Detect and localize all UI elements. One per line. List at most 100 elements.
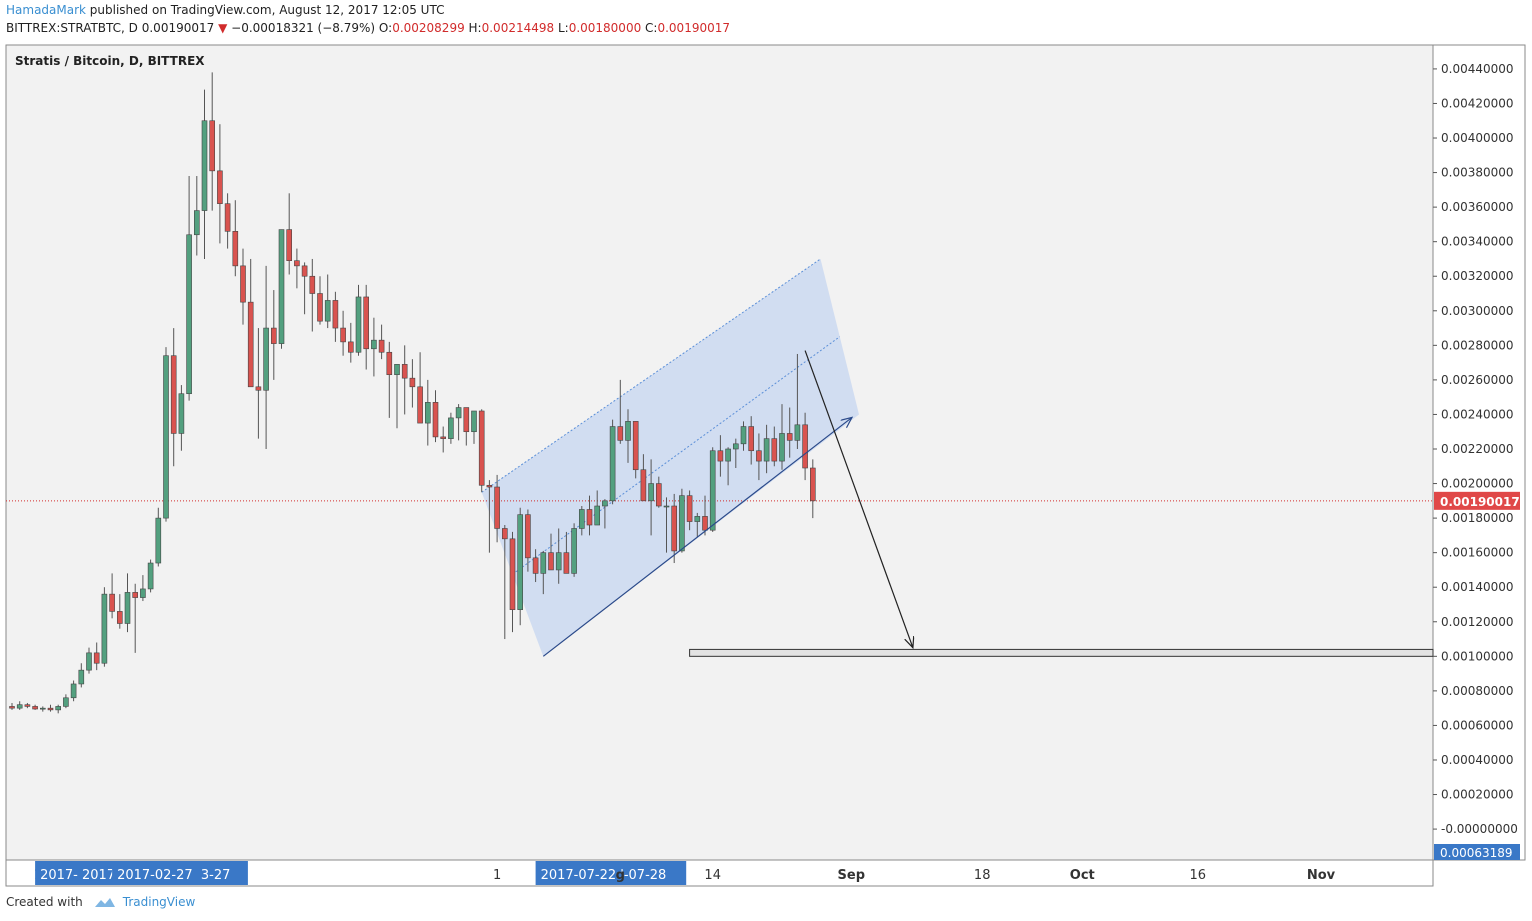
candle-body: [709, 450, 716, 531]
high-value: 0.00214498: [481, 21, 555, 35]
y-tick-label: 0.00100000: [1441, 649, 1514, 663]
footer: Created with TradingView: [6, 895, 195, 909]
candle-body: [409, 377, 416, 388]
candle-body: [786, 433, 793, 441]
candle-body: [70, 683, 77, 699]
forecast-arrow[interactable]: [804, 350, 913, 648]
y-tick-label: 0.00040000: [1441, 753, 1514, 767]
candles-group: [6, 72, 1433, 714]
price-axis-background: [1432, 44, 1526, 861]
channel-top-line[interactable]: [481, 258, 821, 493]
candle-body: [247, 301, 254, 388]
candle-body: [609, 426, 616, 502]
candle-body: [355, 296, 362, 353]
brand-text: TradingView: [122, 895, 196, 909]
candle-body: [371, 339, 377, 350]
x-tick-label: 16: [1190, 868, 1207, 883]
candle-body: [648, 483, 654, 502]
candle-body: [509, 538, 516, 610]
y-tick-label: 0.00300000: [1441, 304, 1514, 318]
candle-body: [602, 500, 608, 507]
candle-body: [332, 300, 339, 329]
candle-body: [209, 120, 215, 172]
x-tick-label: 18: [974, 868, 991, 883]
candle-body: [679, 495, 685, 552]
candle-body: [109, 593, 115, 612]
candle-body: [378, 339, 385, 353]
candle-body: [448, 417, 454, 439]
candle-body: [717, 450, 724, 462]
candle-body: [401, 364, 408, 379]
candle-body: [63, 697, 69, 707]
candle-body: [455, 407, 462, 419]
candle-body: [686, 495, 693, 522]
candle-body: [725, 448, 731, 462]
cloud-icon: [94, 898, 115, 907]
candle-body: [694, 516, 701, 522]
candle-body: [363, 296, 370, 350]
candle-body: [270, 327, 277, 344]
candle-body: [101, 593, 108, 664]
y-axis: 0.00440000 0.00420000 0.00400000 0.00380000…: [1433, 62, 1520, 860]
close-value: 0.00190017: [657, 21, 730, 35]
candle-body: [340, 327, 346, 343]
y-tick-label: 0.00200000: [1441, 477, 1514, 491]
candle-body: [324, 300, 331, 322]
candle-body: [655, 483, 662, 507]
candle-body: [794, 424, 801, 441]
y-tick-label: 0.00260000: [1441, 373, 1514, 387]
ohlc-line: BITTREX:STRATBTC, D 0.00190017 ▼ −0.0001…: [6, 21, 730, 35]
y-tick-label: 0.00280000: [1441, 338, 1514, 352]
y-tick-label: 0.00360000: [1441, 200, 1514, 214]
candle-body: [417, 386, 423, 424]
target-zone[interactable]: [689, 648, 1434, 657]
candle-body: [563, 552, 570, 574]
candle-body: [525, 514, 531, 559]
y-tick-label: 0.00120000: [1441, 615, 1514, 629]
candle-body: [186, 234, 192, 395]
x-highlight-badge: [112, 861, 248, 885]
candle-body: [386, 351, 393, 376]
last-price-label: 0.00190017: [1440, 495, 1520, 509]
y-tick-label: -0.00000000: [1441, 822, 1518, 836]
candle-body: [809, 467, 816, 502]
published-text: published on TradingView.com, August 12,…: [85, 3, 445, 17]
change-text: −0.00018321 (−8.79%): [231, 21, 376, 35]
author-link[interactable]: HamadaMark: [6, 3, 86, 17]
candle-body: [32, 706, 38, 710]
channel-bottom-trendline[interactable]: [542, 417, 852, 657]
x-highlight-label: 2017-02-27 3-27: [117, 868, 230, 883]
y-tick-label: 0.00180000: [1441, 511, 1514, 525]
y-tick-label: 0.00380000: [1441, 166, 1514, 180]
candle-body: [548, 552, 554, 571]
candle-body: [47, 707, 54, 711]
candle-body: [578, 509, 585, 529]
tradingview-logo[interactable]: TradingView: [93, 895, 196, 909]
candle-body: [16, 704, 23, 709]
candle-body: [663, 505, 670, 508]
candle-body: [155, 517, 162, 564]
candle-body: [55, 706, 62, 711]
candle-body: [317, 293, 323, 322]
created-with-text: Created with: [6, 895, 83, 909]
candle-body: [147, 562, 154, 590]
y-tick-label: 0.00060000: [1441, 718, 1514, 732]
candle-body: [632, 421, 639, 471]
y-tick-label: 0.00400000: [1441, 131, 1514, 145]
candle-body: [24, 704, 31, 707]
candle-body: [170, 355, 177, 434]
candle-body: [93, 652, 100, 664]
x-highlight-label: 2017-07-22 '-07-28: [541, 868, 667, 883]
candle-body: [194, 210, 200, 236]
candle-body: [640, 469, 647, 502]
candle-body: [432, 402, 439, 438]
candle-body: [124, 592, 131, 624]
overlay-group[interactable]: [542, 350, 1434, 657]
candle-body: [756, 450, 762, 462]
channel-mid-line[interactable]: [512, 336, 841, 575]
candle-body: [201, 120, 208, 211]
candle-body: [732, 443, 739, 450]
symbol-line: BITTREX:STRATBTC, D 0.00190017: [6, 21, 215, 35]
